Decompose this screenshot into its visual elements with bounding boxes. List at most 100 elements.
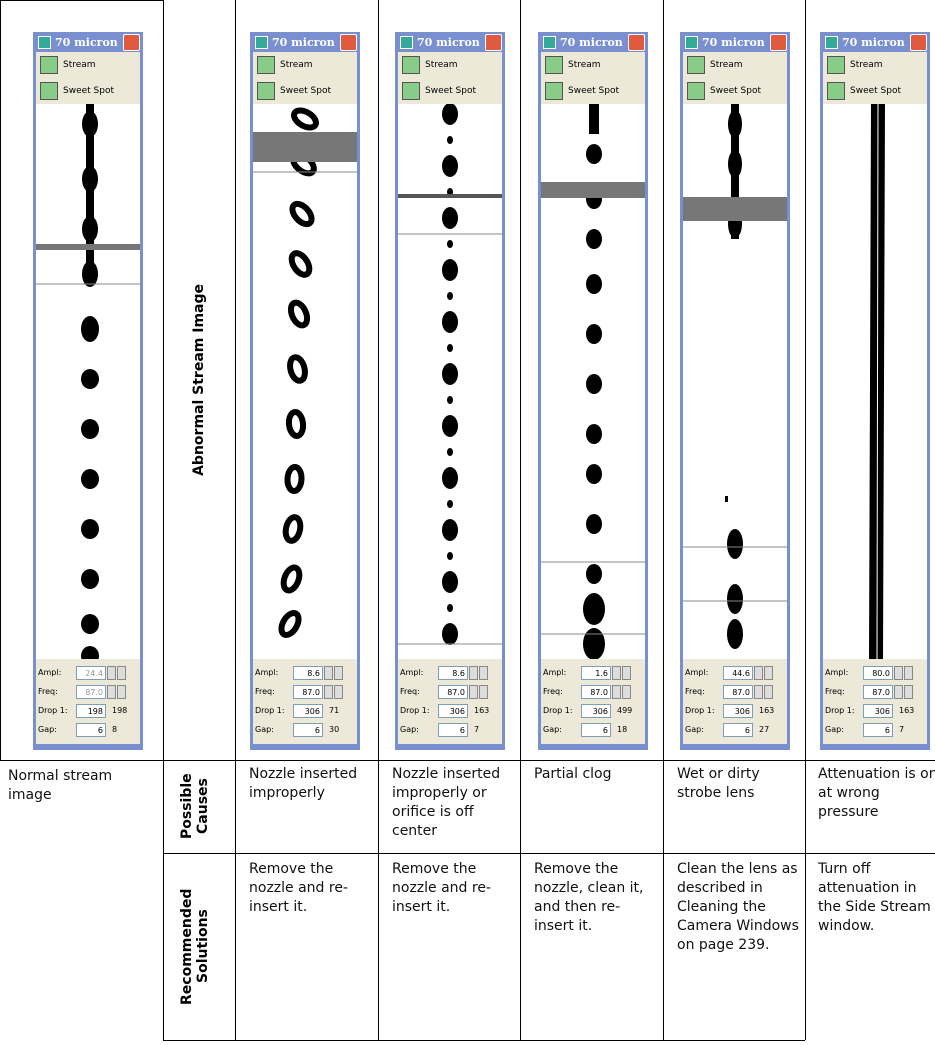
title-bar: 70 micron	[541, 32, 645, 52]
spinner[interactable]	[894, 684, 903, 699]
table-border	[163, 0, 164, 1040]
close-button[interactable]	[485, 33, 502, 51]
button-label: Stream	[280, 60, 313, 70]
field-label: Freq:	[543, 687, 563, 696]
spinner[interactable]	[479, 684, 488, 699]
toolbar-button[interactable]: Sweet Spot	[36, 78, 140, 104]
possible-cause: Nozzle inserted improperly	[249, 766, 358, 801]
stream-shape	[442, 519, 458, 541]
spinner[interactable]	[622, 684, 631, 699]
field-value[interactable]: 8.6	[293, 665, 323, 680]
spinner[interactable]	[324, 665, 333, 680]
stream-shape	[586, 464, 602, 484]
spinner[interactable]	[904, 665, 913, 680]
field-value[interactable]: 87.0	[293, 684, 323, 699]
toolbar-button[interactable]: Sweet Spot	[398, 78, 502, 104]
field-row: Gap: 6 18	[541, 720, 645, 739]
field-label: Drop 1:	[543, 706, 573, 715]
button-label: Stream	[63, 60, 96, 70]
toolbar-button[interactable]: Stream	[541, 52, 645, 78]
toolbar: Stream Sweet Spot	[36, 52, 140, 104]
field-value[interactable]: 306	[438, 703, 468, 718]
field-value[interactable]: 198	[76, 703, 106, 718]
spinner[interactable]	[612, 684, 621, 699]
spinner[interactable]	[622, 665, 631, 680]
toolbar-button[interactable]: Sweet Spot	[823, 78, 927, 104]
field-value[interactable]: 6	[863, 722, 893, 737]
spinner[interactable]	[107, 665, 116, 680]
field-value[interactable]: 8.6	[438, 665, 468, 680]
spinner[interactable]	[754, 684, 763, 699]
spinner[interactable]	[612, 665, 621, 680]
spinner[interactable]	[764, 665, 773, 680]
field-value[interactable]: 44.6	[723, 665, 753, 680]
field-row: Gap: 6 7	[823, 720, 927, 739]
close-button[interactable]	[628, 33, 645, 51]
close-button[interactable]	[770, 33, 787, 51]
stream-shape	[586, 424, 602, 444]
field-value[interactable]: 306	[863, 703, 893, 718]
field-value[interactable]: 87.0	[581, 684, 611, 699]
close-button[interactable]	[123, 33, 140, 51]
stream-shape	[583, 628, 605, 659]
field-value[interactable]: 306	[293, 703, 323, 718]
field-value[interactable]: 6	[723, 722, 753, 737]
spinner[interactable]	[479, 665, 488, 680]
field-value[interactable]: 1.6	[581, 665, 611, 680]
field-value[interactable]: 80.0	[863, 665, 893, 680]
stream-shape	[280, 564, 303, 594]
controls: Ampl: 1.6 Freq: 87.0 Drop 1: 306 499 Gap: 6 18	[541, 659, 645, 744]
spinner[interactable]	[334, 665, 343, 680]
field-value[interactable]: 6	[438, 722, 468, 737]
spinner[interactable]	[754, 665, 763, 680]
field-value[interactable]: 87.0	[723, 684, 753, 699]
field-value[interactable]: 6	[293, 722, 323, 737]
toolbar-button[interactable]: Stream	[683, 52, 787, 78]
recommended-solution: Clean the lens as described in Cleaning …	[677, 861, 799, 953]
table-border	[520, 0, 521, 1040]
stream-shape	[282, 514, 304, 544]
toolbar-button[interactable]: Stream	[398, 52, 502, 78]
possible-cause: Partial clog	[534, 766, 612, 782]
button-label: Sweet Spot	[425, 86, 476, 96]
field-value[interactable]: 87.0	[76, 684, 106, 699]
toolbar-button[interactable]: Sweet Spot	[253, 78, 357, 104]
possible-cause: Nozzle inserted improperly or orifice is…	[392, 766, 501, 839]
stream-shape	[253, 132, 357, 162]
field-value[interactable]: 306	[723, 703, 753, 718]
stream-shape	[447, 136, 453, 144]
close-button[interactable]	[910, 33, 927, 51]
field-value[interactable]: 6	[76, 722, 106, 737]
close-button[interactable]	[340, 33, 357, 51]
spinner[interactable]	[894, 665, 903, 680]
stream-shape	[81, 614, 99, 634]
field-value[interactable]: 87.0	[438, 684, 468, 699]
spinner[interactable]	[904, 684, 913, 699]
spinner[interactable]	[107, 684, 116, 699]
field-extra: 7	[474, 725, 480, 734]
field-row: Ampl: 8.6	[398, 663, 502, 682]
toolbar-button[interactable]: Sweet Spot	[683, 78, 787, 104]
stream-shape	[728, 150, 742, 178]
spinner[interactable]	[469, 665, 478, 680]
spinner[interactable]	[117, 665, 126, 680]
stream-shape	[442, 467, 458, 489]
button-icon	[257, 82, 275, 100]
stream-shape	[727, 619, 743, 649]
toolbar-button[interactable]: Stream	[823, 52, 927, 78]
button-label: Stream	[710, 60, 743, 70]
field-extra: 163	[474, 706, 490, 715]
field-value[interactable]: 306	[581, 703, 611, 718]
spinner[interactable]	[469, 684, 478, 699]
spinner[interactable]	[324, 684, 333, 699]
spinner[interactable]	[334, 684, 343, 699]
field-value[interactable]: 87.0	[863, 684, 893, 699]
toolbar-button[interactable]: Sweet Spot	[541, 78, 645, 104]
field-value[interactable]: 24.4	[76, 665, 106, 680]
toolbar-button[interactable]: Stream	[36, 52, 140, 78]
field-value[interactable]: 6	[581, 722, 611, 737]
toolbar-button[interactable]: Stream	[253, 52, 357, 78]
field-row: Freq: 87.0	[683, 682, 787, 701]
spinner[interactable]	[117, 684, 126, 699]
spinner[interactable]	[764, 684, 773, 699]
